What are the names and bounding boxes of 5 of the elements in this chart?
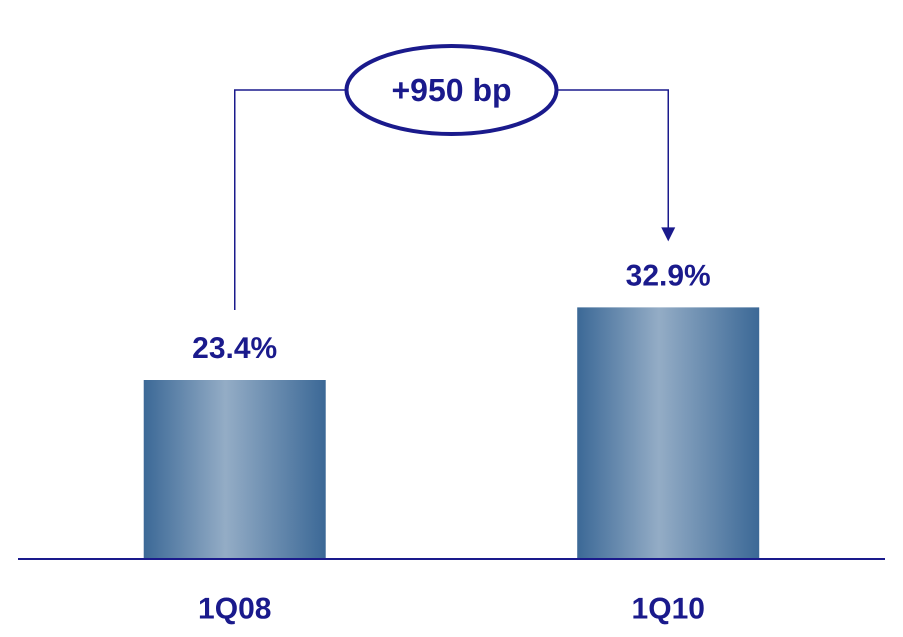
data-label: 23.4% xyxy=(192,332,278,366)
x-tick-label: 1Q08 xyxy=(198,592,272,626)
data-label: 32.9% xyxy=(626,259,711,292)
text: +950 bp xyxy=(391,72,512,108)
x-tick-label: 1Q10 xyxy=(632,592,705,626)
